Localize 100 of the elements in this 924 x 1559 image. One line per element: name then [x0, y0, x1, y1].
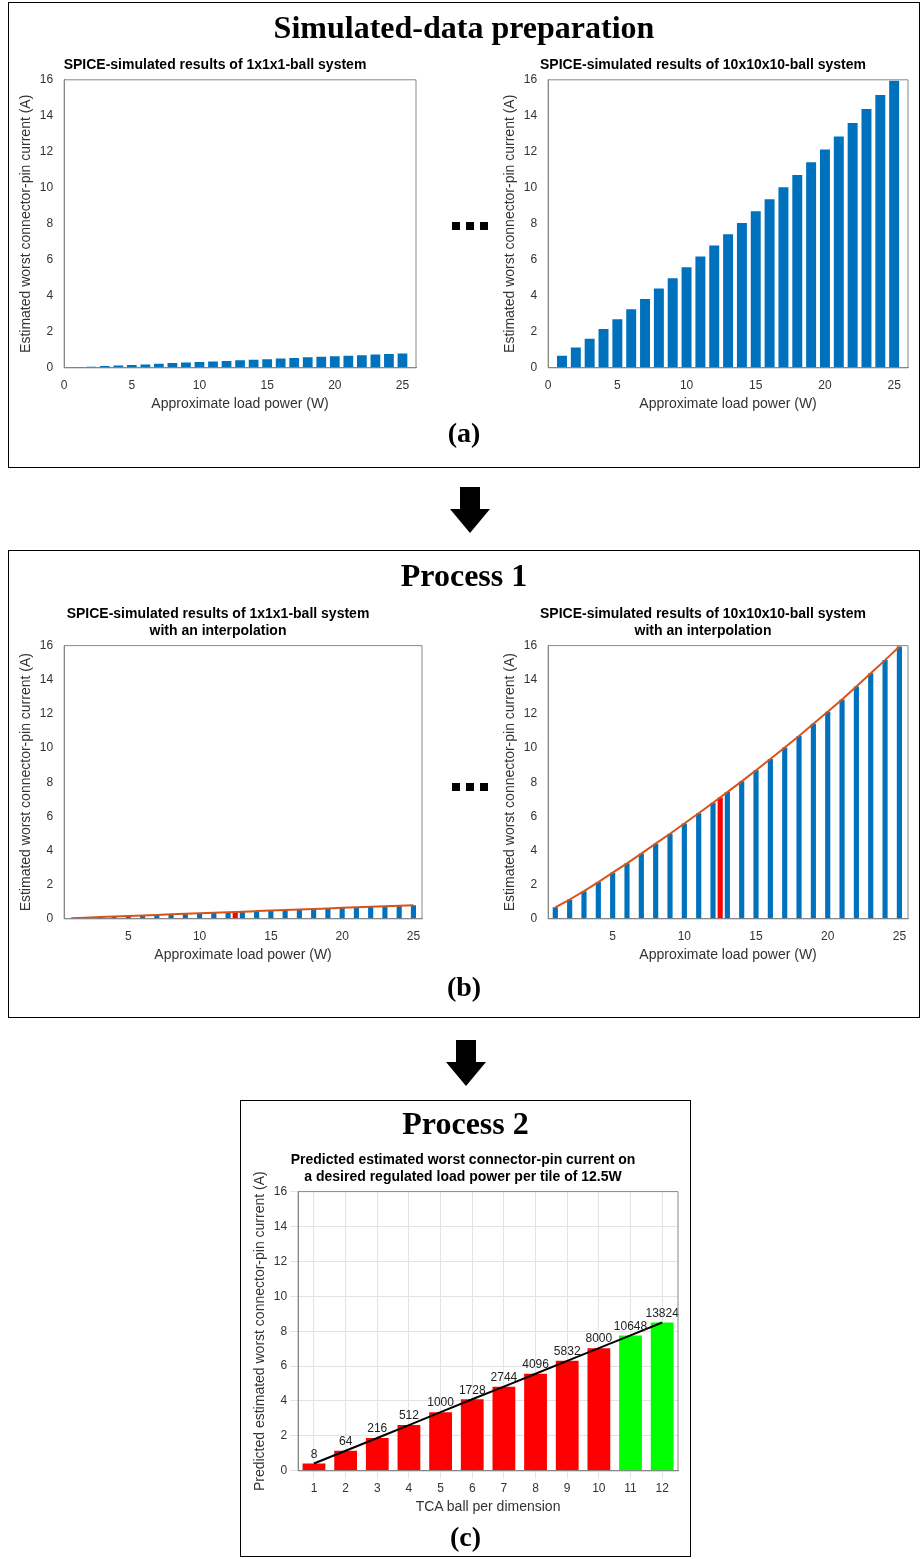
- x-tick-label: 6: [468, 1481, 476, 1496]
- y-tick-label: 4: [46, 842, 54, 857]
- y-tick-label: 10: [39, 740, 54, 755]
- y-tick-label: 0: [530, 911, 538, 926]
- x-axis-title: Approximate load power (W): [639, 395, 817, 412]
- x-tick-label: 25: [887, 378, 902, 393]
- y-tick-label: 14: [273, 1218, 288, 1233]
- y-tick-label: 8: [280, 1323, 288, 1338]
- annotation: 8000: [585, 1331, 613, 1346]
- y-tick-label: 8: [530, 216, 538, 231]
- y-tick-label: 2: [530, 324, 538, 339]
- x-tick-label: 5: [128, 378, 136, 393]
- y-tick-label: 0: [46, 911, 54, 926]
- x-tick-label: 25: [406, 929, 421, 944]
- x-tick-label: 1: [310, 1481, 318, 1496]
- x-tick-label: 20: [818, 378, 832, 393]
- y-tick-label: 10: [523, 180, 538, 195]
- y-axis-title: Estimated worst connector-pin current (A): [501, 94, 518, 353]
- y-tick-label: 0: [46, 360, 54, 375]
- y-tick-label: 14: [523, 672, 538, 687]
- annotation: 2744: [490, 1370, 518, 1384]
- y-tick-label: 6: [530, 252, 538, 267]
- x-tick-label: 2: [342, 1481, 350, 1496]
- y-tick-label: 8: [46, 774, 54, 789]
- x-axis-title: Approximate load power (W): [639, 946, 817, 963]
- x-tick-label: 0: [60, 378, 68, 393]
- y-axis-title: Estimated worst connector-pin current (A): [17, 94, 34, 353]
- annotation: 13824: [645, 1305, 680, 1320]
- annotation: 1000: [427, 1395, 455, 1410]
- x-axis-title: TCA ball per dimension: [415, 1498, 561, 1515]
- annotation: 8: [310, 1446, 318, 1461]
- chart-title: SPICE-simulated results of 1x1x1-ball system: [63, 56, 367, 73]
- y-tick-label: 2: [46, 876, 54, 891]
- y-tick-label: 8: [530, 774, 538, 789]
- y-axis-title: Estimated worst connector-pin current (A): [17, 653, 34, 912]
- y-axis-title: Estimated worst connector-pin current (A): [501, 653, 518, 912]
- chart-title: Predicted estimated worst connector-pin current on a desired regulated load power per tile of 12.5W: [290, 1151, 636, 1185]
- text: Process 1: [399, 556, 529, 594]
- x-axis-title: Approximate load power (W): [154, 946, 332, 963]
- y-tick-label: 6: [46, 252, 54, 267]
- text: (b): [445, 970, 483, 1004]
- y-tick-label: 4: [530, 288, 538, 303]
- chart-title: SPICE-simulated results of 1x1x1-ball system with an interpolation: [66, 605, 370, 639]
- y-tick-label: 0: [530, 360, 538, 375]
- y-tick-label: 2: [280, 1428, 288, 1443]
- y-tick-label: 4: [46, 288, 54, 303]
- x-tick-label: 0: [544, 378, 552, 393]
- x-tick-label: 10: [192, 378, 207, 393]
- x-tick-label: 10: [192, 929, 207, 944]
- x-tick-label: 3: [373, 1481, 381, 1496]
- x-tick-label: 15: [264, 929, 278, 944]
- x-tick-label: 15: [260, 378, 275, 393]
- text: (a): [446, 416, 482, 450]
- text: (c): [448, 1520, 483, 1554]
- x-tick-label: 15: [749, 929, 764, 944]
- x-tick-label: 9: [563, 1481, 571, 1496]
- annotation: 4096: [522, 1357, 550, 1372]
- annotation: 1728: [458, 1382, 486, 1397]
- text: Process 2: [401, 1104, 530, 1142]
- x-tick-label: 11: [624, 1481, 638, 1496]
- y-tick-label: 2: [530, 876, 538, 891]
- x-tick-label: 5: [609, 929, 617, 944]
- y-tick-label: 12: [39, 706, 54, 721]
- x-tick-label: 25: [395, 378, 410, 393]
- annotation: 216: [367, 1421, 388, 1436]
- y-tick-label: 6: [46, 808, 54, 823]
- y-tick-label: 4: [530, 842, 538, 857]
- y-tick-label: 16: [273, 1183, 288, 1198]
- annotation: 512: [398, 1408, 420, 1423]
- x-tick-label: 15: [749, 378, 763, 393]
- y-tick-label: 2: [46, 324, 54, 339]
- y-tick-label: 16: [523, 72, 538, 87]
- y-tick-label: 14: [39, 108, 54, 123]
- y-tick-label: 16: [39, 637, 54, 652]
- y-tick-label: 16: [523, 637, 538, 652]
- y-tick-label: 12: [273, 1253, 288, 1268]
- y-tick-label: 12: [523, 144, 538, 159]
- x-tick-label: 5: [614, 378, 622, 393]
- x-tick-label: 25: [892, 929, 907, 944]
- annotation: 10648: [613, 1318, 648, 1333]
- y-tick-label: 12: [39, 144, 54, 159]
- y-tick-label: 14: [39, 672, 54, 687]
- x-tick-label: 10: [677, 929, 692, 944]
- y-tick-label: 6: [530, 808, 538, 823]
- x-tick-label: 10: [679, 378, 694, 393]
- y-tick-label: 10: [273, 1288, 288, 1303]
- chart-title: SPICE-simulated results of 10x10x10-ball system: [539, 56, 867, 73]
- y-axis-title: Predicted estimated worst connector-pin current (A): [251, 1171, 268, 1492]
- x-tick-label: 20: [821, 929, 835, 944]
- y-tick-label: 6: [280, 1358, 288, 1373]
- x-tick-label: 5: [437, 1481, 445, 1496]
- x-tick-label: 20: [328, 378, 342, 393]
- y-tick-label: 8: [46, 216, 54, 231]
- y-tick-label: 10: [523, 740, 538, 755]
- y-tick-label: 10: [39, 180, 54, 195]
- y-tick-label: 16: [39, 72, 54, 87]
- x-axis-title: Approximate load power (W): [151, 395, 329, 412]
- x-tick-label: 12: [655, 1481, 670, 1496]
- x-tick-label: 10: [592, 1481, 606, 1496]
- chart-title: SPICE-simulated results of 10x10x10-ball system with an interpolation: [539, 605, 867, 639]
